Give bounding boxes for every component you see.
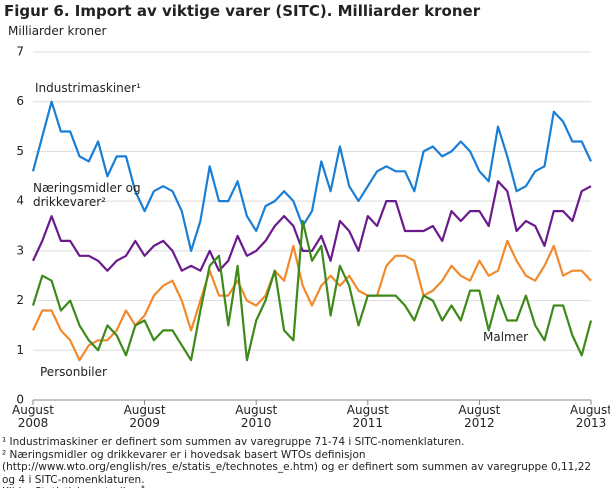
y-axis-label: Milliarder kroner [8, 24, 107, 38]
series-line [31, 219, 593, 362]
x-tick-label: August 2008 [12, 403, 54, 430]
y-tick-label: 0 [16, 393, 24, 407]
footnote: ² Næringsmidler og drikkevarer er i hove… [2, 448, 592, 486]
y-tick-label: 5 [16, 144, 24, 158]
x-tick-label: August 2010 [235, 403, 278, 430]
y-tick-label: 3 [16, 243, 24, 257]
footnote: Kilde: Statistisk sentralbyrå. [2, 486, 592, 488]
footnote: ¹ Industrimaskiner er definert som summe… [2, 436, 465, 448]
x-tick-label: August 2012 [458, 403, 501, 430]
x-tick-label: August 2011 [346, 403, 389, 430]
y-tick-label: 1 [16, 343, 24, 357]
series-label: Industrimaskiner¹ [35, 81, 141, 95]
series-label: Næringsmidler og drikkevarer² [33, 181, 141, 209]
y-tick-label: 6 [16, 94, 24, 108]
series-label: Personbiler [40, 365, 107, 379]
footnotes: ¹ Industrimaskiner er definert som summe… [2, 436, 592, 488]
series-line [32, 180, 592, 272]
chart-title: Figur 6. Import av viktige varer (SITC).… [4, 2, 481, 20]
x-tick-label: August 2009 [123, 403, 166, 430]
series-line [32, 239, 592, 362]
y-tick-label: 7 [16, 45, 24, 59]
y-tick-label: 4 [16, 194, 24, 208]
series-line [31, 100, 592, 252]
series-label: Malmer [483, 330, 529, 344]
x-tick-label: August 2013 [570, 403, 610, 430]
y-tick-label: 2 [16, 293, 24, 307]
